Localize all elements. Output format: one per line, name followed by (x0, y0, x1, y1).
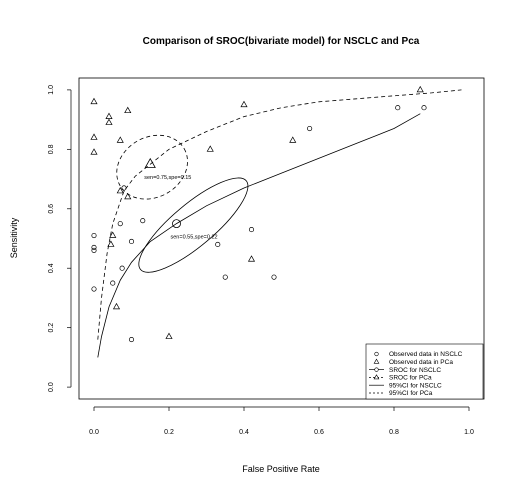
legend-label: SROC for NSCLC (389, 367, 441, 374)
data-point-pca (90, 148, 98, 155)
summary-label: sen=0.75,spe=0.15 (144, 175, 191, 181)
legend-label: SROC for PCa (389, 375, 432, 382)
summary-point-nsclc (172, 219, 181, 229)
legend-label: 95%CI for NSCLC (389, 382, 442, 389)
legend-symbol-triangle (373, 358, 380, 364)
data-point-nsclc (119, 265, 125, 271)
x-tick-label: 0.4 (239, 429, 249, 436)
y-axis-label: Sensitivity (9, 217, 19, 258)
x-tick-label: 0.6 (314, 429, 324, 436)
data-point-nsclc (91, 244, 97, 250)
summary-point-pca (144, 157, 156, 168)
y-tick-label: 0.8 (48, 144, 55, 154)
chart-title: Comparison of SROC(bivariate model) for … (143, 36, 420, 47)
ci-region-pca (116, 134, 188, 200)
legend-symbol-circle (374, 367, 379, 372)
legend-symbol-triangle (373, 374, 380, 380)
data-point-nsclc (110, 280, 116, 286)
data-point-nsclc (271, 274, 277, 280)
y-tick-label: 0.2 (48, 323, 55, 333)
data-point-pca (206, 145, 214, 152)
observed-points (90, 85, 427, 343)
data-point-nsclc (121, 185, 127, 191)
data-point-pca (416, 85, 424, 93)
data-point-pca (116, 136, 124, 143)
data-point-pca (109, 231, 117, 238)
summary-points: sen=0.55,spe=0.22 sen=0.75,spe=0.15 (144, 157, 218, 241)
data-point-pca (107, 240, 115, 247)
data-point-pca (105, 112, 113, 119)
data-point-pca (112, 302, 121, 310)
y-tick-label: 0.6 (48, 204, 55, 214)
confidence-regions (116, 134, 249, 273)
data-point-nsclc (222, 274, 228, 280)
x-tick-label: 0.8 (389, 429, 399, 436)
axes: 0.0 0.2 0.4 0.6 0.8 1.0 0.0 0.2 0.4 0.6 0.8 1.0 (48, 85, 474, 436)
data-point-pca (90, 97, 98, 105)
legend-label: 95%CI for PCa (389, 390, 433, 397)
data-point-pca (105, 118, 113, 125)
data-point-nsclc (395, 105, 401, 111)
data-point-pca (240, 100, 248, 108)
legend-box (365, 343, 484, 400)
data-point-nsclc (117, 221, 123, 227)
y-tick-label: 0.4 (48, 263, 55, 273)
x-axis-label: False Positive Rate (242, 464, 320, 474)
data-point-pca (116, 186, 124, 194)
data-point-nsclc (421, 105, 427, 111)
x-tick-label: 0.2 (164, 429, 174, 436)
data-point-pca (289, 136, 297, 143)
data-point-nsclc (307, 125, 313, 132)
data-point-pca (165, 332, 173, 339)
legend-label: Observed data in NSCLC (389, 351, 463, 358)
data-point-nsclc (248, 227, 255, 233)
plot-frame (78, 77, 485, 400)
x-tick-label: 0.0 (89, 429, 99, 436)
data-point-nsclc (140, 218, 146, 224)
data-point-nsclc (128, 238, 135, 245)
data-point-nsclc (91, 232, 97, 239)
data-point-nsclc (91, 247, 97, 253)
data-point-pca (124, 106, 132, 114)
legend-label: Observed data in PCa (389, 359, 453, 366)
data-point-pca (124, 192, 132, 200)
y-tick-label: 0.0 (48, 382, 55, 392)
data-point-nsclc (215, 241, 221, 247)
legend-symbol-circle (374, 351, 379, 357)
data-point-nsclc (128, 337, 135, 343)
x-tick-label: 1.0 (464, 429, 474, 436)
y-tick-label: 1.0 (48, 85, 55, 95)
data-point-pca (247, 255, 256, 262)
data-point-nsclc (91, 286, 97, 292)
ci-region-nsclc (138, 177, 249, 273)
sroc-curves (97, 89, 462, 358)
summary-label: sen=0.55,spe=0.22 (171, 235, 218, 241)
sroc-curve (97, 89, 462, 340)
sroc-curve (97, 113, 421, 358)
data-point-pca (90, 133, 98, 140)
